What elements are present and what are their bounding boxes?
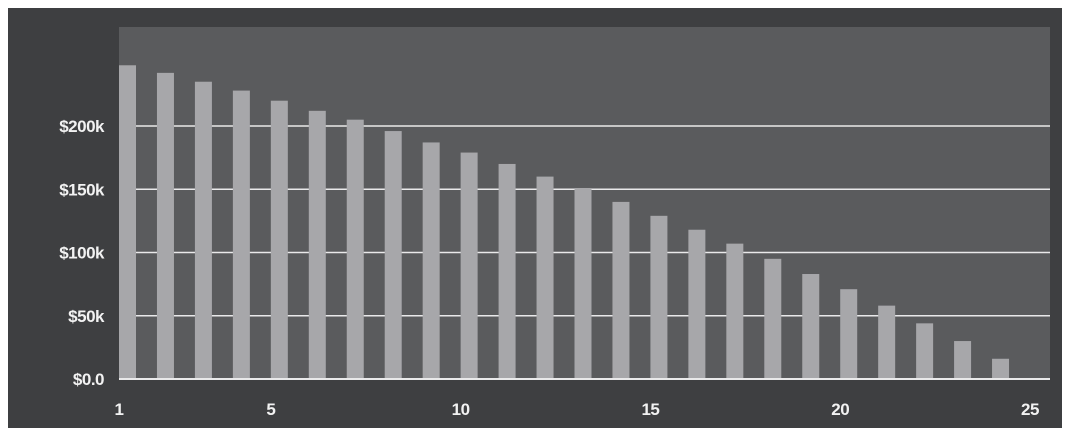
x-tick-label-2: 10: [452, 400, 470, 419]
bar-9: [422, 142, 440, 379]
x-tick-label-5: 25: [1021, 400, 1039, 419]
bar-18: [764, 258, 782, 379]
bar-1: [119, 65, 136, 379]
bar-12: [536, 176, 554, 379]
bar-14: [612, 201, 630, 379]
bar-15: [650, 215, 668, 379]
bar-17: [726, 243, 744, 379]
bar-19: [802, 274, 820, 379]
bar-3: [194, 81, 212, 379]
bar-22: [916, 323, 934, 379]
y-tick-label-3: $150k: [59, 180, 105, 199]
bar-20: [840, 289, 858, 379]
bar-6: [308, 110, 326, 379]
y-tick-label-4: $200k: [59, 117, 105, 136]
bar-13: [574, 187, 592, 379]
bar-8: [384, 131, 402, 379]
x-tick-label-0: 1: [115, 400, 124, 419]
x-tick-label-4: 20: [831, 400, 849, 419]
bar-11: [498, 163, 516, 379]
y-tick-label-0: $0.0: [73, 370, 104, 389]
bar-21: [878, 305, 896, 379]
bar-16: [688, 229, 706, 379]
bar-10: [460, 152, 478, 379]
bar-24: [992, 358, 1010, 379]
bar-2: [156, 72, 174, 380]
x-tick-label-3: 15: [641, 400, 659, 419]
y-tick-label-2: $100k: [59, 244, 105, 263]
bar-4: [232, 90, 250, 379]
bar-23: [954, 341, 972, 379]
y-tick-label-1: $50k: [68, 307, 105, 326]
bar-5: [270, 100, 288, 379]
bar-7: [346, 119, 364, 380]
x-tick-label-1: 5: [266, 400, 275, 419]
